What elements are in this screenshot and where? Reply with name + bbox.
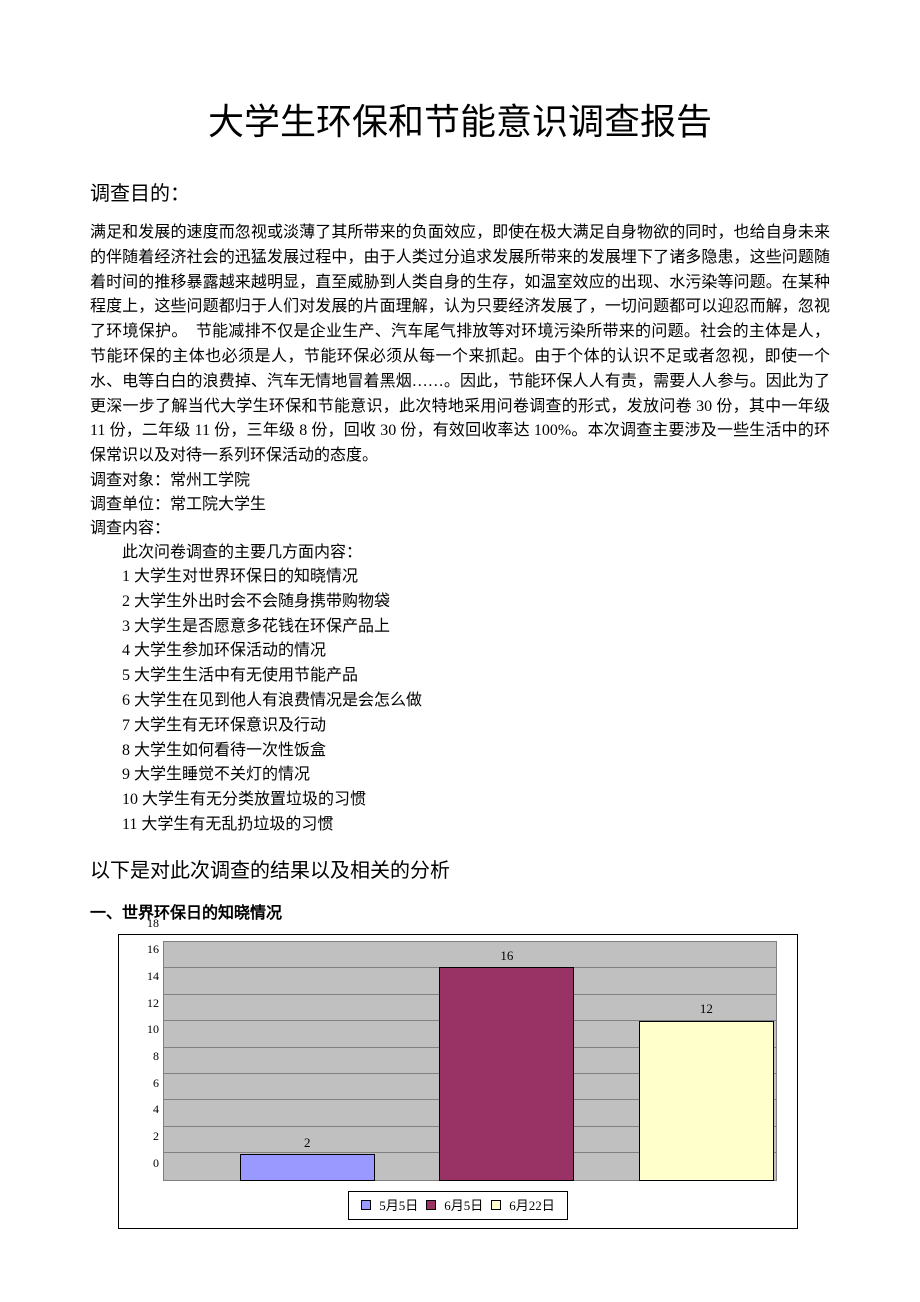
chart-bar bbox=[439, 967, 574, 1180]
y-axis-tick: 2 bbox=[135, 1127, 159, 1145]
list-item: 11 大学生有无乱扔垃圾的习惯 bbox=[122, 813, 830, 838]
page-title: 大学生环保和节能意识调查报告 bbox=[90, 95, 830, 149]
list-item: 4 大学生参加环保活动的情况 bbox=[122, 639, 830, 664]
purpose-heading: 调查目的： bbox=[90, 179, 830, 209]
list-item: 1 大学生对世界环保日的知晓情况 bbox=[122, 565, 830, 590]
chart-bar bbox=[240, 1154, 375, 1181]
legend-label: 6月5日 bbox=[444, 1196, 483, 1216]
list-item: 8 大学生如何看待一次性饭盒 bbox=[122, 739, 830, 764]
chart-plot-area: 02468101214161821612 bbox=[163, 941, 777, 1181]
legend-swatch bbox=[361, 1200, 371, 1210]
list-item: 9 大学生睡觉不关灯的情况 bbox=[122, 763, 830, 788]
list-item: 3 大学生是否愿意多花钱在环保产品上 bbox=[122, 615, 830, 640]
y-axis-tick: 16 bbox=[135, 940, 159, 958]
list-item: 5 大学生生活中有无使用节能产品 bbox=[122, 664, 830, 689]
list-item: 7 大学生有无环保意识及行动 bbox=[122, 714, 830, 739]
y-axis-tick: 14 bbox=[135, 967, 159, 985]
y-axis-tick: 8 bbox=[135, 1047, 159, 1065]
chart-bar bbox=[639, 1021, 774, 1181]
list-item: 2 大学生外出时会不会随身携带购物袋 bbox=[122, 590, 830, 615]
legend-swatch bbox=[491, 1200, 501, 1210]
bar-value-label: 2 bbox=[287, 1133, 327, 1153]
y-axis-tick: 0 bbox=[135, 1154, 159, 1172]
y-axis-tick: 12 bbox=[135, 994, 159, 1012]
y-axis-tick: 6 bbox=[135, 1074, 159, 1092]
purpose-body: 满足和发展的速度而忽视或淡薄了其所带来的负面效应，即使在极大满足自身物欲的同时，… bbox=[90, 221, 830, 469]
section-1-heading: 一、世界环保日的知晓情况 bbox=[90, 902, 830, 926]
y-axis-tick: 10 bbox=[135, 1020, 159, 1038]
bar-value-label: 16 bbox=[487, 946, 527, 966]
survey-content-heading: 调查内容： bbox=[90, 517, 830, 541]
chart-container: 02468101214161821612 5月5日6月5日6月22日 bbox=[118, 934, 798, 1230]
y-axis-tick: 4 bbox=[135, 1100, 159, 1118]
legend-label: 5月5日 bbox=[379, 1196, 418, 1216]
bar-value-label: 12 bbox=[686, 999, 726, 1019]
survey-unit: 调查单位：常工院大学生 bbox=[90, 493, 830, 517]
content-intro: 此次问卷调查的主要几方面内容： bbox=[122, 541, 830, 565]
survey-target: 调查对象：常州工学院 bbox=[90, 469, 830, 493]
content-list: 1 大学生对世界环保日的知晓情况2 大学生外出时会不会随身携带购物袋3 大学生是… bbox=[122, 565, 830, 838]
chart-legend: 5月5日 6月5日 6月22日 bbox=[348, 1191, 568, 1221]
list-item: 10 大学生有无分类放置垃圾的习惯 bbox=[122, 788, 830, 813]
list-item: 6 大学生在见到他人有浪费情况是会怎么做 bbox=[122, 689, 830, 714]
legend-swatch bbox=[426, 1200, 436, 1210]
legend-label: 6月22日 bbox=[509, 1196, 555, 1216]
y-axis-tick: 18 bbox=[135, 914, 159, 932]
results-heading: 以下是对此次调查的结果以及相关的分析 bbox=[90, 856, 830, 886]
